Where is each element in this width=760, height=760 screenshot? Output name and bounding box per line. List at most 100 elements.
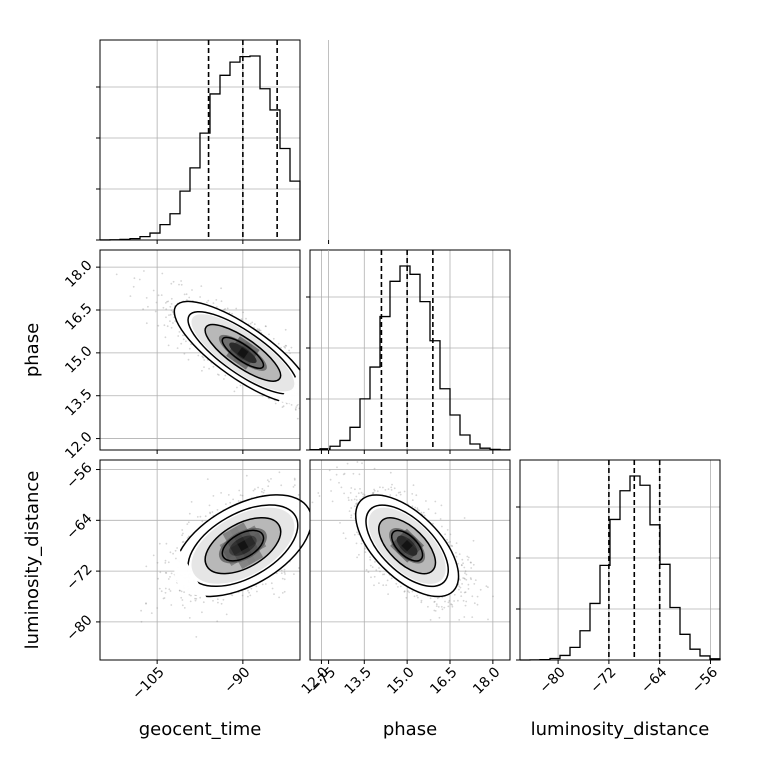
scatter-point xyxy=(196,516,199,518)
scatter-point xyxy=(434,610,437,612)
scatter-point xyxy=(258,329,261,332)
scatter-point xyxy=(182,532,184,535)
scatter-panel-luminosity-distance-vs-geocent-time xyxy=(96,459,330,664)
scatter-point xyxy=(155,301,158,304)
scatter-point xyxy=(306,364,308,366)
scatter-point xyxy=(463,591,466,594)
scatter-point xyxy=(170,282,173,285)
scatter-point xyxy=(171,310,174,313)
scatter-point xyxy=(204,515,207,518)
scatter-point xyxy=(212,599,214,602)
scatter-point xyxy=(370,576,372,579)
scatter-point xyxy=(252,489,255,492)
scatter-point xyxy=(308,561,310,563)
scatter-point xyxy=(464,570,467,573)
scatter-point xyxy=(471,616,474,618)
scatter-point xyxy=(294,409,297,411)
scatter-point xyxy=(302,385,304,387)
scatter-point xyxy=(416,507,419,510)
scatter-point xyxy=(209,511,211,514)
scatter-point xyxy=(283,345,286,348)
scatter-point xyxy=(169,305,172,308)
scatter-point xyxy=(300,407,302,409)
scatter-point xyxy=(356,556,358,559)
x-tick-label-luminosity-distance: −80 xyxy=(537,664,569,696)
scatter-point xyxy=(256,590,258,593)
y-tick-label-luminosity-distance: −72 xyxy=(63,561,95,593)
x-tick-label-geocent-time: −90 xyxy=(221,664,253,696)
scatter-point xyxy=(453,593,456,596)
scatter-point xyxy=(190,343,193,346)
scatter-point xyxy=(164,562,167,564)
scatter-point xyxy=(166,325,169,328)
scatter-point xyxy=(140,620,143,623)
scatter-point xyxy=(216,509,219,511)
scatter-point xyxy=(170,604,173,606)
scatter-point xyxy=(268,480,270,483)
scatter-point xyxy=(350,514,353,517)
scatter-point xyxy=(473,602,476,605)
scatter-point xyxy=(223,308,226,311)
scatter-point xyxy=(379,570,381,573)
scatter-point xyxy=(245,474,248,477)
scatter-point xyxy=(371,492,374,494)
scatter-point xyxy=(355,499,358,501)
scatter-point xyxy=(293,477,296,480)
scatter-point xyxy=(225,503,227,505)
density-cell xyxy=(243,351,256,364)
scatter-point xyxy=(174,549,177,552)
scatter-point xyxy=(273,593,275,595)
scatter-point xyxy=(212,365,215,368)
scatter-point xyxy=(455,555,458,558)
scatter-point xyxy=(187,521,190,524)
scatter-point xyxy=(185,293,188,296)
scatter-point xyxy=(156,607,159,609)
x-tick-label-luminosity-distance: −56 xyxy=(689,664,721,696)
scatter-point xyxy=(167,300,170,303)
scatter-point xyxy=(403,590,406,593)
scatter-point xyxy=(446,538,448,541)
panel-frame xyxy=(99,39,301,241)
scatter-point xyxy=(364,551,367,553)
y-tick-label-luminosity-distance: −80 xyxy=(63,612,95,644)
scatter-point xyxy=(372,492,375,495)
scatter-point xyxy=(358,553,360,556)
scatter-point xyxy=(258,328,260,331)
scatter-point xyxy=(202,356,205,359)
x-tick-label-phase: 16.5 xyxy=(427,664,460,697)
y-tick-label-phase: 15.0 xyxy=(62,343,95,376)
scatter-point xyxy=(272,337,275,340)
scatter-point xyxy=(206,478,209,480)
scatter-point xyxy=(303,378,305,380)
scatter-point xyxy=(462,562,464,565)
density-cell xyxy=(238,558,250,570)
panel-background xyxy=(520,460,720,660)
scatter-point xyxy=(183,352,186,355)
hist-panel-phase xyxy=(306,249,511,454)
scatter-point xyxy=(399,585,402,588)
scatter-point xyxy=(464,591,467,594)
scatter-point xyxy=(262,491,265,494)
scatter-point xyxy=(282,405,285,408)
scatter-panel-luminosity-distance-vs-phase xyxy=(309,459,511,664)
scatter-point xyxy=(390,577,393,580)
scatter-point xyxy=(301,553,303,555)
scatter-point xyxy=(308,409,310,411)
scatter-point xyxy=(411,493,414,495)
scatter-point xyxy=(199,596,202,599)
scatter-point xyxy=(347,499,350,501)
scatter-point xyxy=(297,494,300,496)
hist-panel-geocent-time xyxy=(96,39,330,244)
scatter-point xyxy=(239,494,242,496)
scatter-point xyxy=(435,605,438,607)
scatter-point xyxy=(165,542,168,545)
scatter-point xyxy=(215,299,218,301)
contour-1 xyxy=(378,517,437,575)
panel-frame xyxy=(519,459,721,661)
scatter-point xyxy=(158,587,161,590)
scatter-point xyxy=(304,518,306,520)
scatter-point xyxy=(223,378,225,380)
scatter-point xyxy=(280,484,283,487)
scatter-point xyxy=(270,478,272,480)
scatter-point xyxy=(240,318,243,321)
